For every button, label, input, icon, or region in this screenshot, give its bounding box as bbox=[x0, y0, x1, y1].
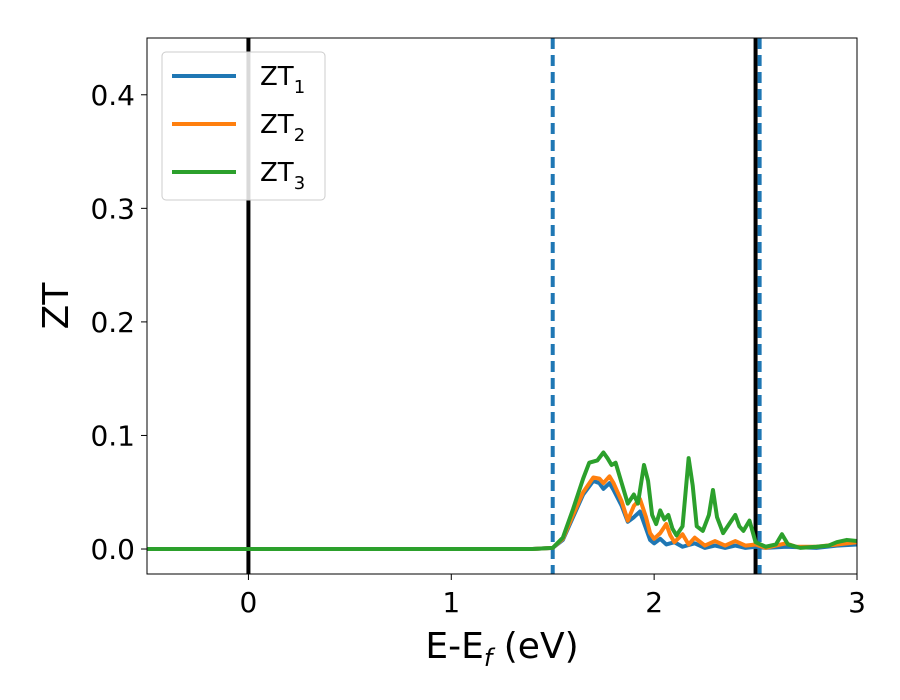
series-line-2 bbox=[147, 474, 857, 552]
y-axis: 0.0 0.1 0.2 0.3 0.4 bbox=[90, 79, 147, 566]
x-axis-label-unit: (eV) bbox=[492, 626, 578, 667]
x-tick-label: 3 bbox=[848, 586, 866, 619]
x-tick-label: 2 bbox=[645, 586, 663, 619]
y-tick-label: 0.4 bbox=[90, 79, 135, 112]
x-axis-label: E-Ef (eV) bbox=[425, 626, 578, 672]
series-layer bbox=[147, 450, 857, 552]
x-axis-label-main: E-E bbox=[425, 626, 483, 667]
series-line-3 bbox=[147, 450, 857, 552]
series-line-1 bbox=[147, 478, 857, 552]
legend-label-3: ZT3 bbox=[260, 158, 305, 194]
plot-frame bbox=[146, 37, 858, 575]
y-tick-label: 0.2 bbox=[90, 306, 135, 339]
legend: ZT1 ZT2 ZT3 bbox=[161, 51, 326, 201]
x-tick-label: 0 bbox=[240, 586, 258, 619]
legend-label-1: ZT1 bbox=[260, 62, 305, 98]
y-tick-label: 0.1 bbox=[90, 419, 135, 452]
x-tick-label: 1 bbox=[442, 586, 460, 619]
legend-label-2: ZT2 bbox=[260, 110, 305, 146]
y-tick-label: 0.3 bbox=[90, 192, 135, 225]
y-axis-label: ZT bbox=[36, 282, 77, 330]
legend-box bbox=[161, 51, 326, 201]
x-axis: 0 1 2 3 bbox=[240, 574, 866, 619]
y-tick-label: 0.0 bbox=[90, 533, 135, 566]
